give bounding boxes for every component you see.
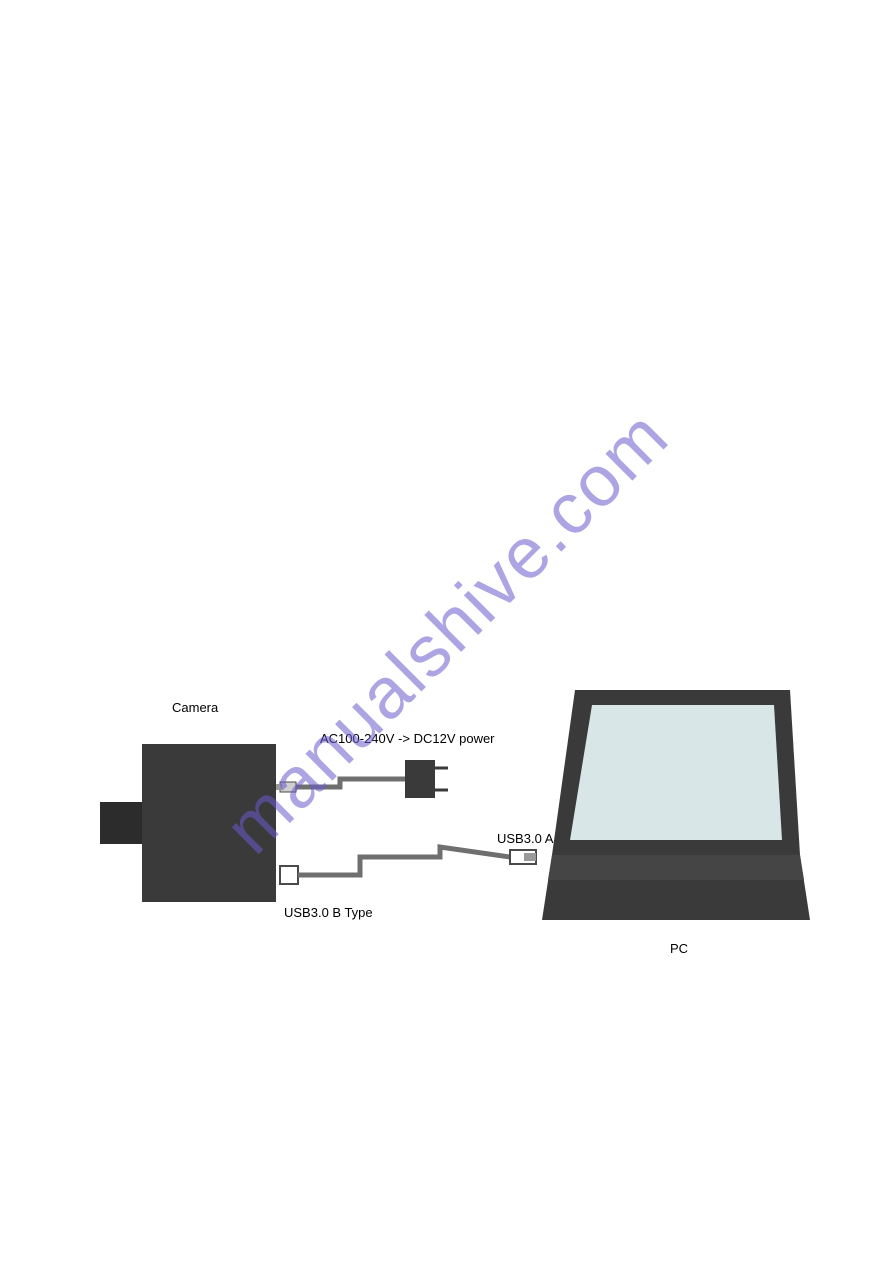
- usb-cable-icon: [298, 847, 510, 875]
- laptop-base-top-icon: [548, 855, 804, 880]
- power-adapter-icon: [405, 760, 435, 798]
- camera-body-icon: [142, 744, 276, 902]
- usb-b-plug-icon: [280, 866, 298, 884]
- connection-diagram: [0, 0, 893, 1263]
- laptop-screen-icon: [570, 705, 782, 840]
- camera-lens-icon: [100, 802, 142, 844]
- power-cable-icon: [296, 779, 405, 787]
- dc-plug-icon: [280, 782, 296, 792]
